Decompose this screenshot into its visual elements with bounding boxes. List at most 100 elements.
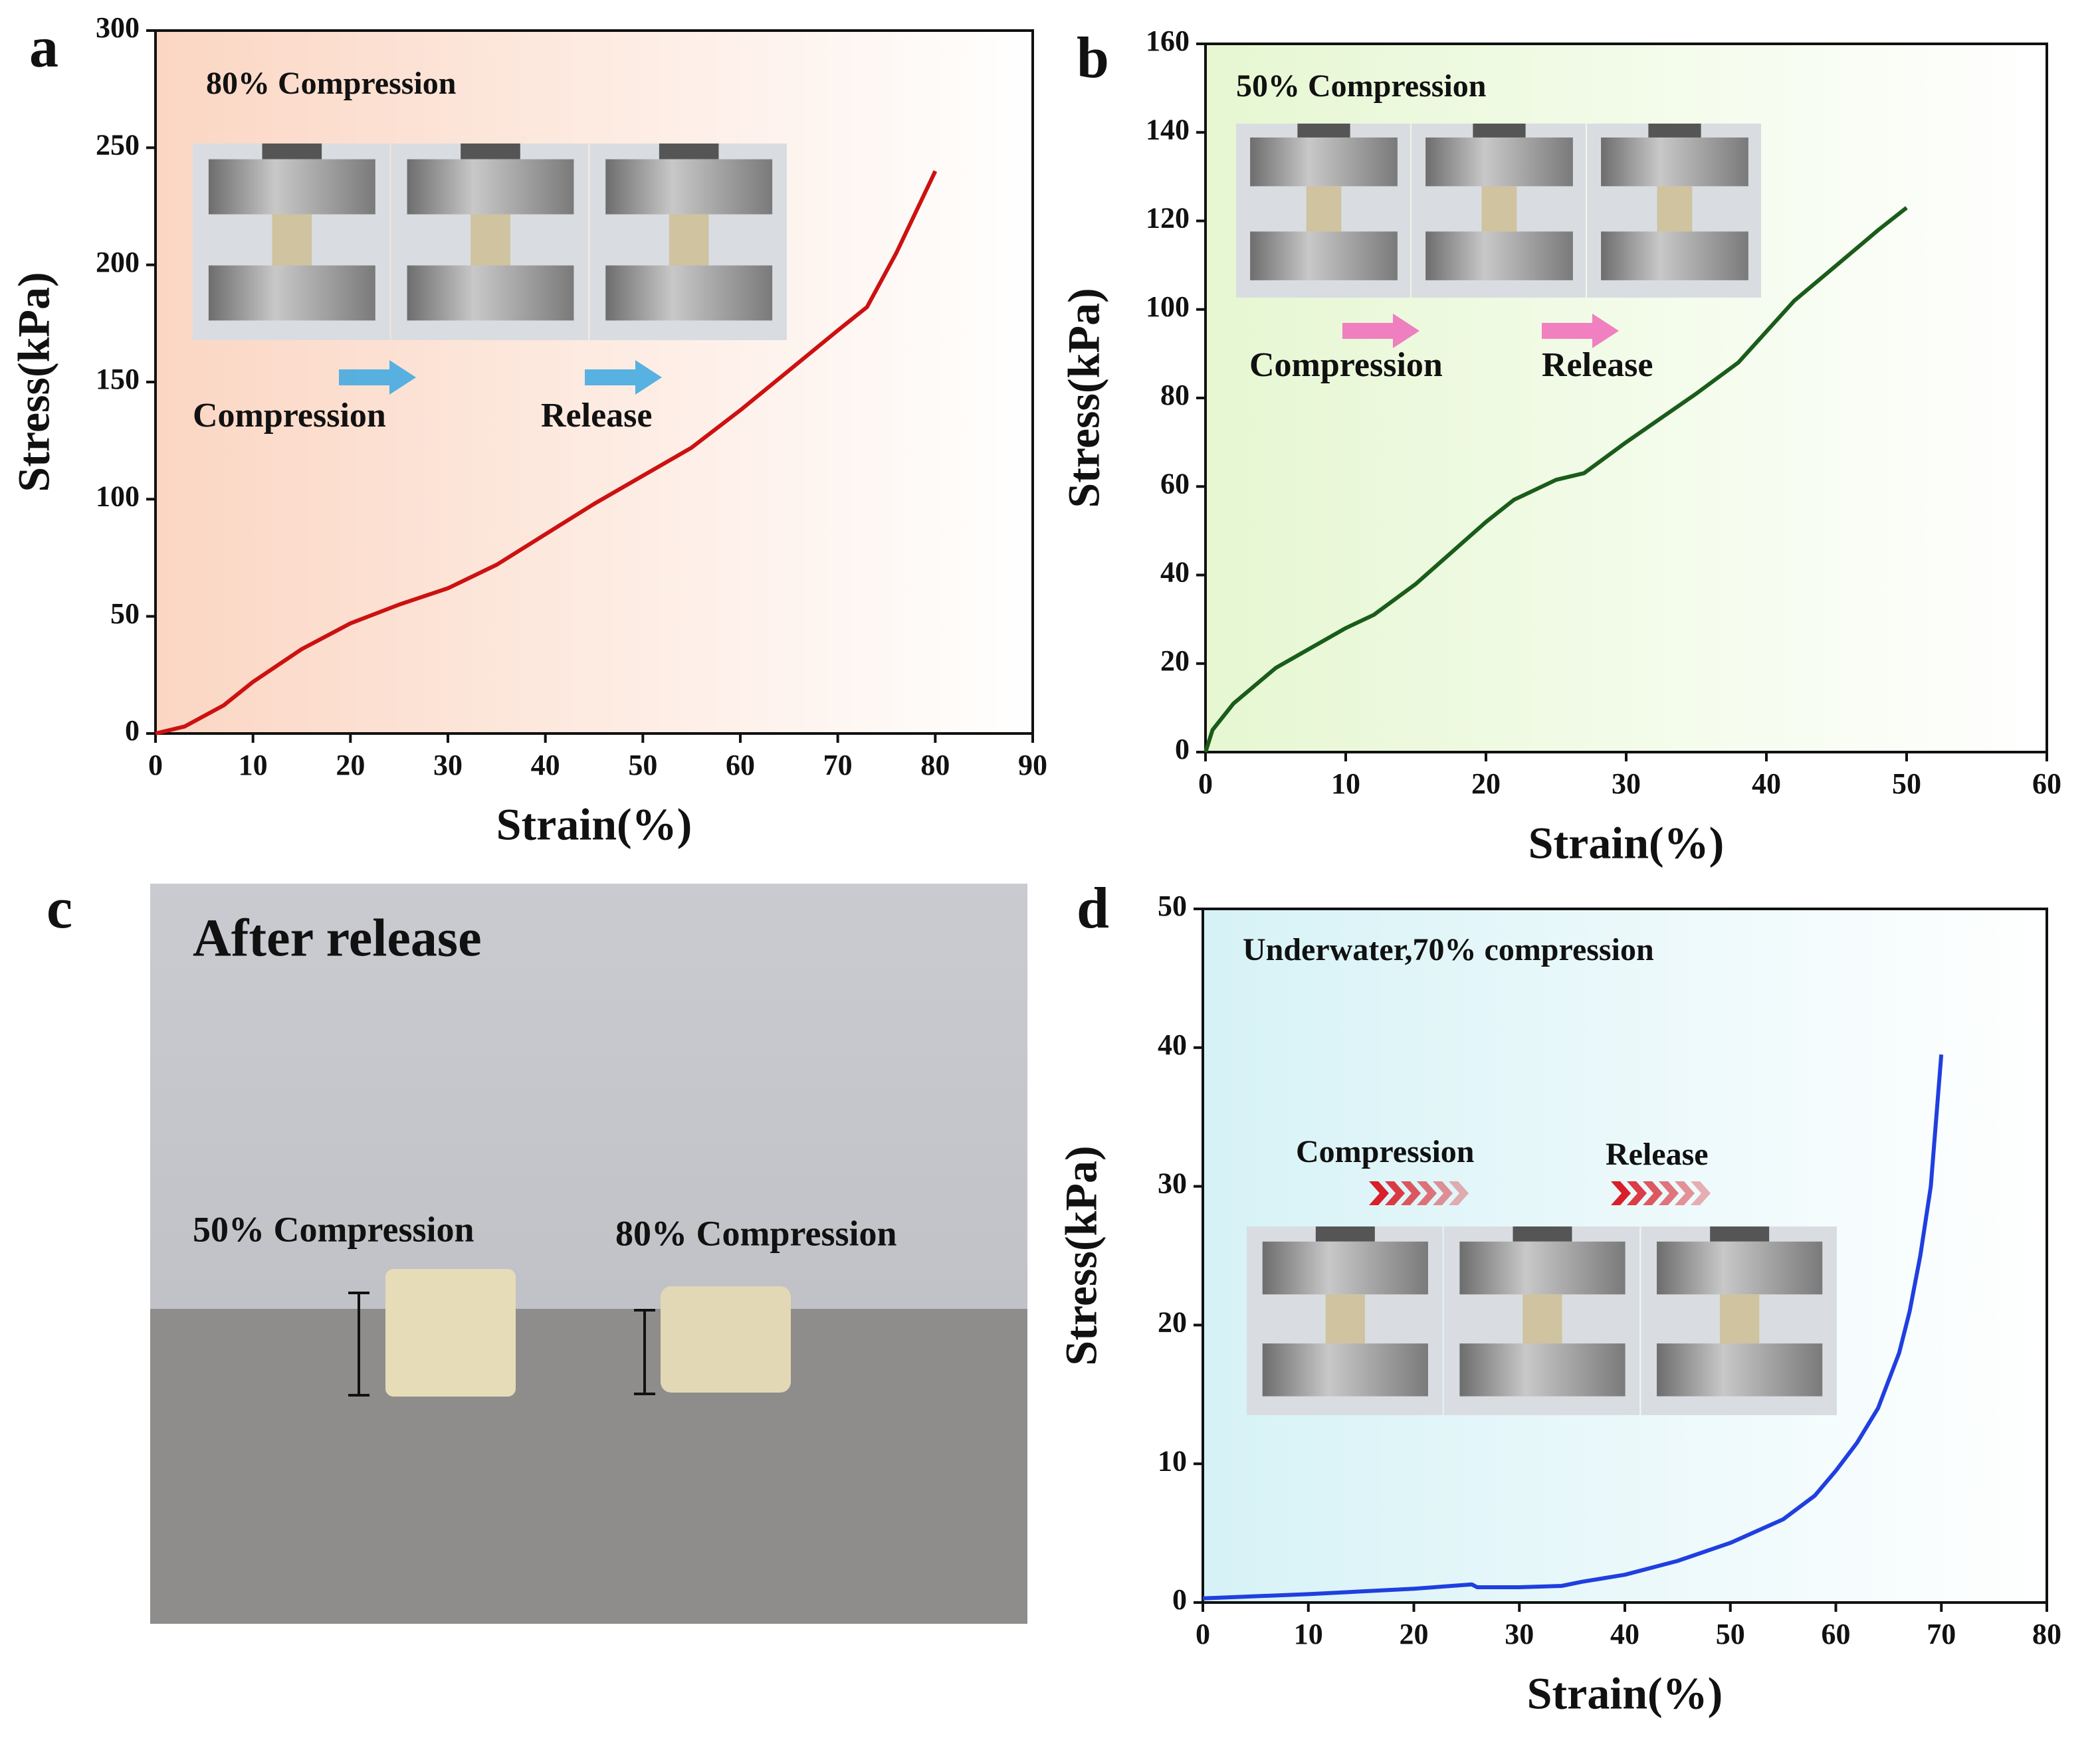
- y-tick-label: 80: [1160, 379, 1190, 411]
- sample: [471, 214, 510, 266]
- y-tick-label: 50: [110, 597, 140, 630]
- press-plate: [208, 265, 375, 321]
- annotation: Release: [541, 397, 652, 435]
- photo-label: 80% Compression: [615, 1213, 897, 1253]
- x-tick-label: 90: [1018, 749, 1047, 781]
- chevron: [1401, 1181, 1421, 1205]
- x-tick-label: 30: [1612, 767, 1641, 800]
- y-axis-label: Stress(kPa): [1056, 1145, 1106, 1365]
- panel-letter: b: [1077, 26, 1109, 90]
- press-plate: [1250, 137, 1398, 187]
- arrow: [339, 360, 416, 395]
- sample: [1481, 186, 1517, 232]
- arrow: [1542, 314, 1619, 348]
- press-plate: [1601, 137, 1748, 187]
- sample-cube: [385, 1269, 516, 1397]
- chevron: [1417, 1181, 1437, 1205]
- press-plate: [208, 159, 375, 215]
- panel-letter: a: [29, 15, 58, 80]
- press-plate: [1657, 1241, 1823, 1295]
- y-tick-label: 20: [1158, 1306, 1187, 1338]
- x-tick-label: 60: [2032, 767, 2061, 800]
- y-axis-label: Stress(kPa): [1059, 288, 1109, 508]
- x-tick-label: 50: [1892, 767, 1921, 800]
- y-tick-label: 200: [96, 246, 140, 278]
- y-tick-label: 0: [125, 714, 140, 747]
- press-rod: [262, 144, 322, 159]
- sample-cube: [661, 1286, 791, 1393]
- chevron: [1627, 1181, 1647, 1205]
- chevron: [1675, 1181, 1695, 1205]
- press-plate: [1459, 1241, 1626, 1295]
- x-tick-label: 50: [628, 749, 657, 781]
- y-tick-label: 100: [96, 480, 140, 512]
- annotation: Compression: [193, 397, 386, 435]
- press-rod: [1710, 1226, 1770, 1242]
- y-tick-label: 30: [1158, 1167, 1187, 1200]
- press-plate: [1657, 1343, 1823, 1397]
- y-tick-label: 40: [1158, 1028, 1187, 1061]
- y-tick-label: 140: [1146, 113, 1190, 146]
- annotation: Compression: [1296, 1134, 1474, 1169]
- x-axis-label: Strain(%): [1528, 818, 1725, 868]
- x-tick-label: 30: [1505, 1618, 1534, 1650]
- x-tick-label: 20: [1471, 767, 1501, 800]
- press-plate: [1425, 231, 1573, 280]
- x-tick-label: 10: [1331, 767, 1360, 800]
- photo-panel: c After release 50% Compression 80% Comp…: [47, 876, 1027, 1624]
- annotation: 50% Compression: [1236, 68, 1486, 104]
- photo-label: 50% Compression: [193, 1209, 474, 1249]
- photo-title: After release: [193, 909, 482, 967]
- x-tick-label: 0: [1196, 1618, 1210, 1650]
- y-tick-label: 20: [1160, 644, 1190, 677]
- y-axis-label: Stress(kPa): [9, 272, 59, 492]
- data-line: [1202, 1054, 1944, 1601]
- y-tick-label: 0: [1175, 733, 1190, 765]
- annotation: Release: [1542, 346, 1653, 384]
- sample: [1522, 1294, 1562, 1344]
- press-rod: [659, 144, 719, 159]
- press-rod: [461, 144, 520, 159]
- press-rod: [1473, 124, 1526, 138]
- press-plate: [1459, 1343, 1626, 1397]
- press-plate: [605, 265, 773, 321]
- x-tick-label: 20: [336, 749, 365, 781]
- annotation: Underwater,70% compression: [1243, 932, 1654, 967]
- sample: [669, 214, 709, 266]
- x-tick-label: 60: [726, 749, 755, 781]
- chevron: [1449, 1181, 1469, 1205]
- chevron: [1643, 1181, 1663, 1205]
- panel-letter: d: [1077, 876, 1109, 941]
- panel-letter: c: [47, 876, 72, 941]
- x-tick-label: 10: [1294, 1618, 1323, 1650]
- press-plate: [1425, 137, 1573, 187]
- x-tick-label: 0: [1198, 767, 1213, 800]
- y-tick-label: 250: [96, 128, 140, 161]
- y-tick-label: 150: [96, 363, 140, 395]
- x-tick-label: 70: [823, 749, 853, 781]
- chevron: [1385, 1181, 1405, 1205]
- sample: [272, 214, 312, 266]
- y-tick-label: 60: [1160, 467, 1190, 500]
- y-tick-label: 120: [1146, 202, 1190, 235]
- x-tick-label: 50: [1716, 1618, 1745, 1650]
- press-plate: [605, 159, 773, 215]
- press-rod: [1648, 124, 1701, 138]
- x-tick-label: 80: [920, 749, 950, 781]
- x-tick-label: 40: [1610, 1618, 1639, 1650]
- x-tick-label: 30: [433, 749, 463, 781]
- y-tick-label: 10: [1158, 1444, 1187, 1477]
- arrow: [1342, 314, 1419, 348]
- x-tick-label: 60: [1822, 1618, 1851, 1650]
- press-rod: [1297, 124, 1350, 138]
- sample: [1325, 1294, 1365, 1344]
- arrow: [585, 360, 662, 395]
- x-tick-label: 70: [1927, 1618, 1956, 1650]
- chevron: [1691, 1181, 1711, 1205]
- height-marker: [348, 1292, 369, 1397]
- y-tick-label: 50: [1158, 890, 1187, 922]
- x-tick-label: 40: [1752, 767, 1781, 800]
- chevron: [1659, 1181, 1679, 1205]
- press-plate: [1601, 231, 1748, 280]
